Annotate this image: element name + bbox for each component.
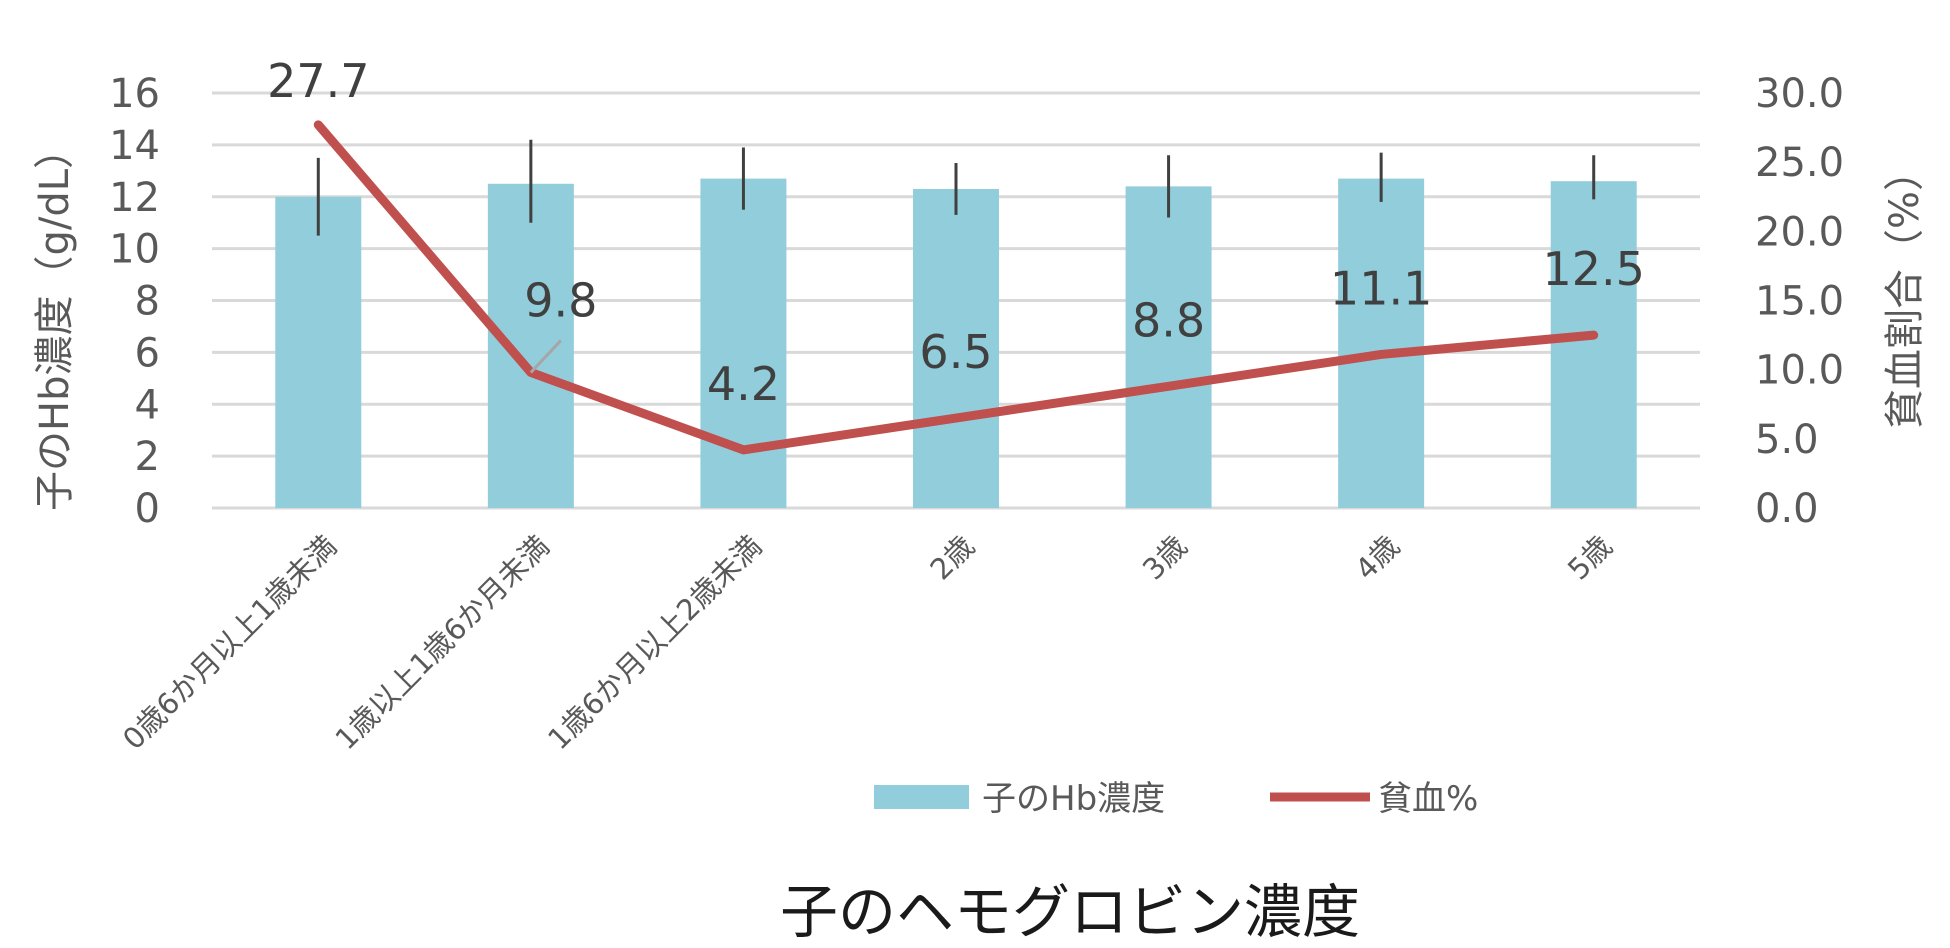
right-tick-label: 25.0 (1755, 140, 1844, 186)
right-tick-label: 10.0 (1755, 348, 1844, 394)
right-tick-label: 0.0 (1755, 486, 1819, 532)
anemia-line-point (316, 122, 321, 127)
anemia-line-point (1591, 333, 1596, 338)
category-label: 4歳 (1348, 529, 1406, 587)
anemia-data-label: 27.7 (267, 54, 369, 108)
category-label: 3歳 (1136, 529, 1194, 587)
right-tick-label: 5.0 (1755, 417, 1819, 463)
anemia-data-label: 9.8 (524, 273, 597, 327)
anemia-data-label: 4.2 (707, 357, 780, 411)
right-tick-label: 30.0 (1755, 71, 1844, 117)
anemia-line-point (1166, 384, 1171, 389)
bar (700, 178, 787, 508)
left-tick-label: 16 (109, 71, 160, 117)
left-tick-label: 8 (135, 279, 160, 325)
right-tick-label: 20.0 (1755, 209, 1844, 255)
anemia-line-point (1379, 352, 1384, 357)
bar (913, 188, 999, 508)
category-label: 1歳6か月以上2歳未満 (541, 529, 768, 756)
left-tick-label: 14 (109, 123, 160, 169)
right-tick-label: 15.0 (1755, 279, 1844, 325)
bar (1338, 178, 1425, 508)
chart-title: 子のヘモグロビン濃度 (780, 878, 1360, 946)
category-label: 0歳6か月以上1歳未満 (116, 529, 343, 756)
legend-bar-label: 子のHb濃度 (982, 779, 1165, 819)
left-tick-label: 6 (135, 330, 160, 376)
legend-bar-swatch (874, 785, 969, 809)
error-bars (316, 139, 1596, 236)
legend-line-label: 貧血% (1378, 779, 1478, 819)
bar (275, 196, 362, 508)
left-tick-label: 12 (109, 175, 160, 221)
category-label: 2歳 (923, 529, 981, 587)
left-tick-label: 0 (135, 486, 160, 532)
left-axis-ticks: 0 2 4 6 8 10 12 14 16 (109, 71, 160, 532)
left-axis-title: 子のHb濃度（g/dL） (32, 129, 78, 511)
anemia-line-point (741, 447, 746, 452)
legend: 子のHb濃度 貧血% (874, 779, 1478, 819)
bar (1550, 181, 1637, 508)
anemia-data-label: 12.5 (1543, 242, 1645, 296)
left-tick-label: 10 (109, 227, 160, 273)
anemia-line-point (954, 416, 958, 421)
anemia-data-label: 8.8 (1132, 293, 1205, 347)
bar (1125, 186, 1212, 508)
bar (487, 183, 574, 508)
anemia-data-label: 6.5 (919, 325, 992, 379)
right-axis-title: 貧血割合（%） (1882, 151, 1928, 429)
data-labels: 27.7 9.8 4.2 6.5 8.8 11.1 12.5 (267, 54, 1645, 411)
category-label: 5歳 (1561, 529, 1619, 587)
left-tick-label: 4 (135, 382, 160, 428)
leader-line (529, 339, 562, 374)
left-tick-label: 2 (135, 434, 160, 480)
category-label: 1歳以上1歳6か月未満 (329, 529, 556, 756)
right-axis-ticks: 0.0 5.0 10.0 15.0 20.0 25.0 30.0 (1755, 71, 1844, 532)
anemia-data-label: 11.1 (1330, 261, 1432, 315)
